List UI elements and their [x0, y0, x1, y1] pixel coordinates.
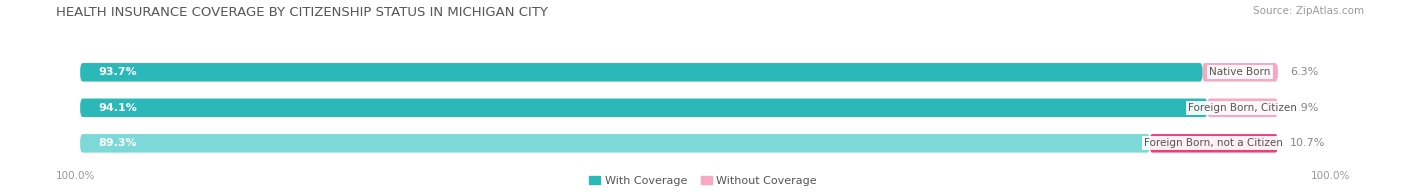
Text: 5.9%: 5.9% [1289, 103, 1319, 113]
FancyBboxPatch shape [1202, 63, 1278, 82]
FancyBboxPatch shape [80, 63, 1202, 82]
FancyBboxPatch shape [80, 134, 1150, 152]
Text: Foreign Born, not a Citizen: Foreign Born, not a Citizen [1144, 138, 1284, 148]
Text: Foreign Born, Citizen: Foreign Born, Citizen [1188, 103, 1296, 113]
FancyBboxPatch shape [80, 99, 1278, 117]
FancyBboxPatch shape [80, 134, 1278, 152]
FancyBboxPatch shape [80, 63, 1278, 82]
Text: 10.7%: 10.7% [1289, 138, 1326, 148]
FancyBboxPatch shape [80, 99, 1208, 117]
Text: HEALTH INSURANCE COVERAGE BY CITIZENSHIP STATUS IN MICHIGAN CITY: HEALTH INSURANCE COVERAGE BY CITIZENSHIP… [56, 6, 548, 19]
Text: 89.3%: 89.3% [98, 138, 136, 148]
FancyBboxPatch shape [1150, 134, 1278, 152]
Text: 93.7%: 93.7% [98, 67, 136, 77]
FancyBboxPatch shape [1208, 99, 1278, 117]
Text: 100.0%: 100.0% [56, 171, 96, 181]
Text: Native Born: Native Born [1209, 67, 1271, 77]
Text: 6.3%: 6.3% [1289, 67, 1317, 77]
Text: 94.1%: 94.1% [98, 103, 136, 113]
Text: 100.0%: 100.0% [1310, 171, 1350, 181]
Legend: With Coverage, Without Coverage: With Coverage, Without Coverage [585, 172, 821, 191]
Text: Source: ZipAtlas.com: Source: ZipAtlas.com [1253, 6, 1364, 16]
